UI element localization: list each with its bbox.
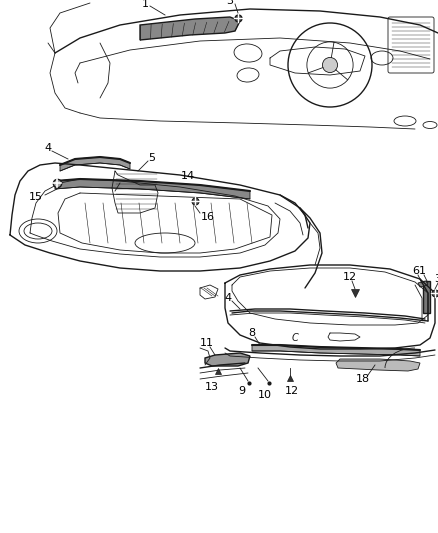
Text: 16: 16 (201, 212, 215, 222)
Text: 18: 18 (356, 374, 370, 384)
Polygon shape (55, 179, 250, 199)
Text: 3: 3 (226, 0, 233, 6)
Text: 15: 15 (29, 192, 43, 202)
Polygon shape (205, 353, 250, 366)
Text: 14: 14 (181, 171, 195, 181)
Polygon shape (252, 345, 420, 356)
Polygon shape (423, 281, 430, 313)
Polygon shape (60, 157, 130, 171)
Text: 5: 5 (148, 153, 155, 163)
Polygon shape (140, 17, 240, 40)
Text: 11: 11 (200, 338, 214, 348)
Text: 3: 3 (434, 274, 438, 284)
Circle shape (322, 58, 338, 72)
Text: 13: 13 (205, 382, 219, 392)
Text: 1: 1 (418, 266, 425, 276)
Text: 12: 12 (285, 386, 299, 396)
Text: 1: 1 (141, 0, 148, 9)
Text: 12: 12 (343, 272, 357, 282)
Text: 8: 8 (248, 328, 255, 338)
Text: 6: 6 (413, 266, 420, 276)
Text: 4: 4 (224, 293, 232, 303)
Text: 9: 9 (238, 386, 246, 396)
Polygon shape (336, 359, 420, 371)
Text: 4: 4 (44, 143, 52, 153)
Text: C: C (292, 333, 298, 343)
Text: 10: 10 (258, 390, 272, 400)
Polygon shape (418, 281, 428, 287)
